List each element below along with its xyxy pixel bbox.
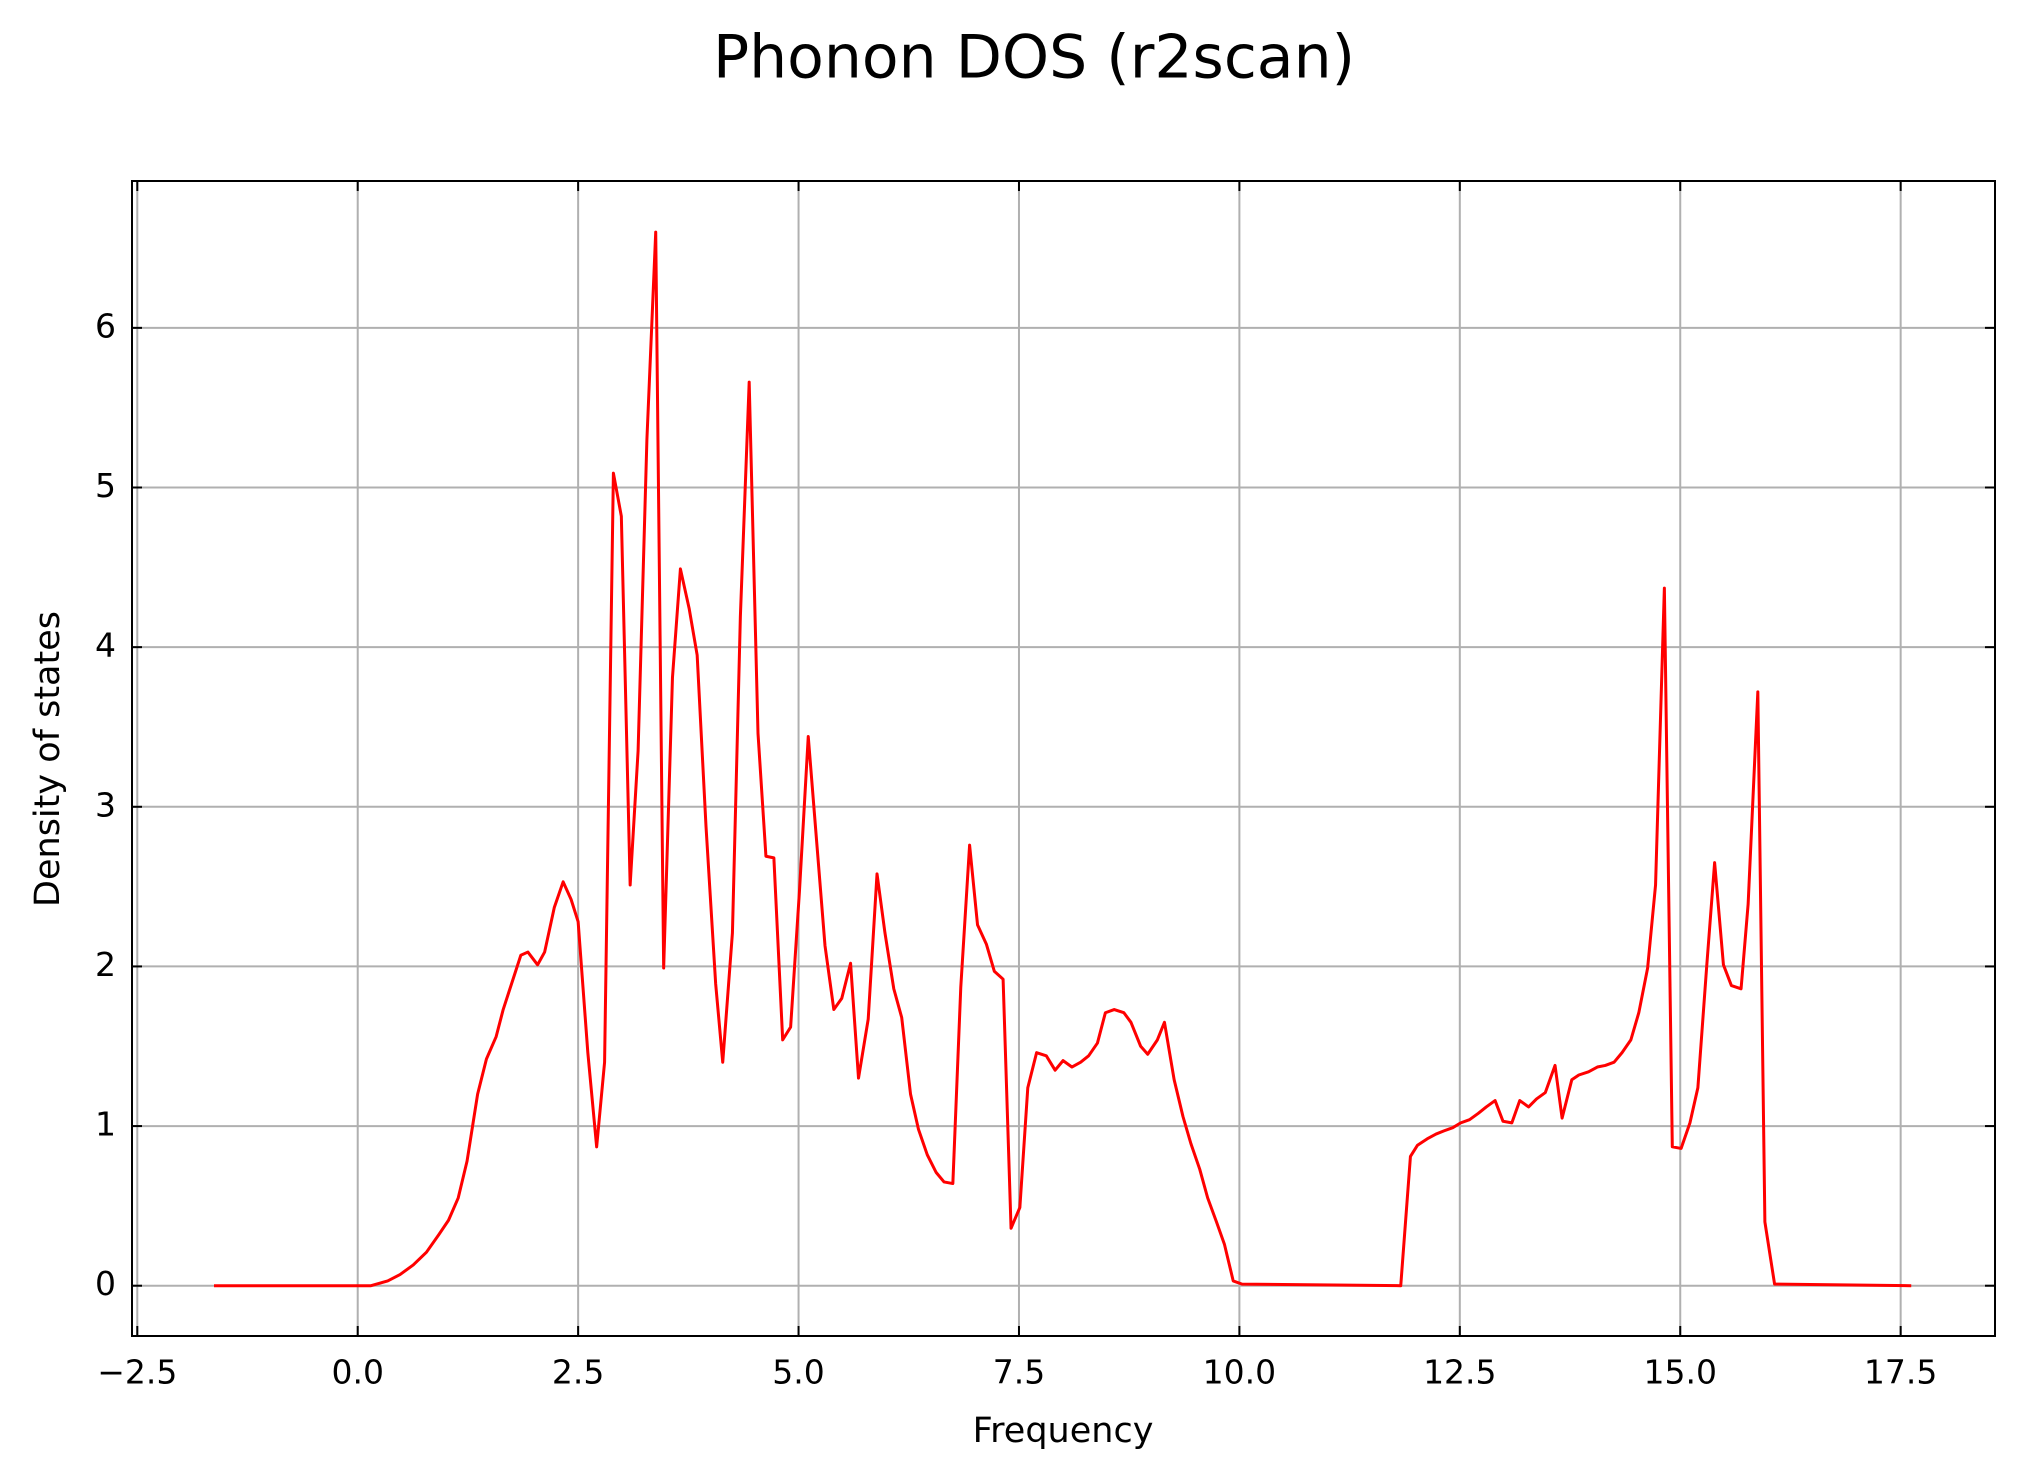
plot-frame <box>131 180 1996 1337</box>
x-tick-label: 15.0 <box>1643 1353 1716 1392</box>
y-tick-label: 3 <box>95 785 116 824</box>
x-axis-label: Frequency <box>973 1411 1154 1451</box>
x-tick-label: 0.0 <box>331 1353 383 1392</box>
x-tick-label: 7.5 <box>993 1353 1045 1392</box>
x-tick-label: 10.0 <box>1203 1353 1276 1392</box>
x-tick-label: 12.5 <box>1423 1353 1496 1392</box>
dos-line <box>214 230 1912 1288</box>
x-tick-label: 2.5 <box>552 1353 604 1392</box>
chart-title: Phonon DOS (r2scan) <box>713 23 1355 93</box>
y-axis-label: Density of states <box>28 611 68 907</box>
y-tick-label: 2 <box>95 945 116 984</box>
y-tick-label: 4 <box>95 626 116 665</box>
y-tick-label: 6 <box>95 306 116 345</box>
y-tick-label: 5 <box>95 466 116 505</box>
y-tick-label: 1 <box>95 1105 116 1144</box>
x-tick-label: 17.5 <box>1864 1353 1937 1392</box>
x-tick-label: 5.0 <box>772 1353 824 1392</box>
y-tick-label: 0 <box>95 1264 116 1303</box>
x-tick-label: −2.5 <box>97 1353 177 1392</box>
